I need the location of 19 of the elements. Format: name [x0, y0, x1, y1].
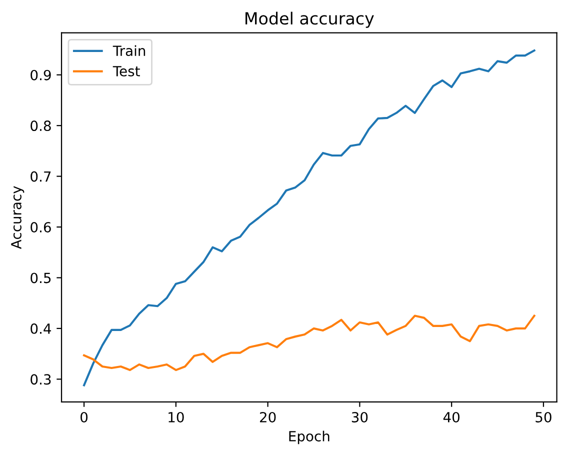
x-tick-label: 40 — [443, 412, 460, 422]
y-tick-label: 0.3 — [30, 374, 51, 385]
x-tick-label: 50 — [536, 412, 552, 422]
x-tick-label: 30 — [352, 412, 368, 422]
y-tick-label: 0.7 — [30, 171, 51, 182]
x-tick-label: 0 — [80, 412, 88, 422]
x-axis-title: Epoch — [289, 430, 330, 444]
y-tick-label: 0.6 — [30, 222, 51, 232]
y-tick-label: 0.9 — [30, 70, 51, 80]
y-tick-label: 0.5 — [30, 272, 51, 284]
legend-label: Test — [112, 66, 140, 76]
x-tick-label: 10 — [168, 412, 184, 422]
y-tick-label: 0.8 — [30, 120, 51, 132]
y-tick-label: 0.4 — [30, 323, 52, 334]
y-axis-title: Accuracy — [11, 186, 24, 249]
chart-title: Model accuracy — [246, 12, 374, 28]
line-series — [82, 314, 536, 372]
x-tick-label: 20 — [260, 412, 276, 422]
legend-label: Train — [112, 45, 146, 56]
